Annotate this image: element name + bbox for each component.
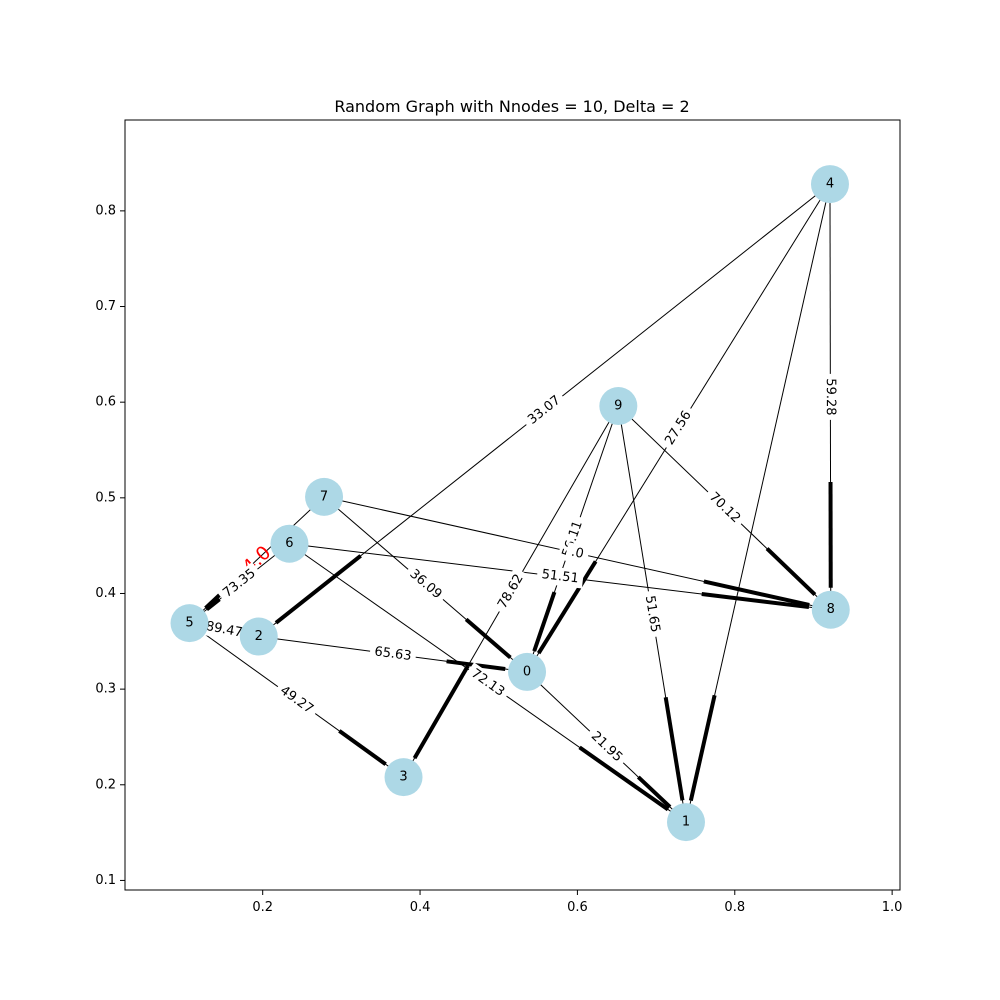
edge-weight-label: 89.47	[204, 619, 243, 641]
node-7: 7	[305, 477, 344, 516]
node-label: 4	[826, 177, 834, 192]
node-label: 1	[682, 815, 690, 830]
node-label: 7	[320, 489, 328, 504]
edge-weight-label: .0	[570, 545, 585, 562]
edge-label-2-0: 65.63	[368, 642, 417, 667]
y-tick-label: 0.4	[95, 586, 116, 601]
edge-4-1	[685, 183, 831, 823]
node-label: 3	[399, 770, 407, 785]
node-2: 2	[239, 617, 278, 656]
node-9: 9	[599, 387, 638, 425]
y-tick-label: 0.6	[95, 395, 116, 410]
edge-weight-label: 51.51	[541, 567, 580, 586]
chart-title: Random Graph with Nnodes = 10, Delta = 2	[334, 97, 689, 116]
node-label: 0	[523, 664, 531, 679]
edge-weight-label: 59.28	[823, 378, 838, 415]
node-label: 5	[185, 616, 193, 631]
node-label: 8	[827, 602, 835, 617]
node-8: 8	[811, 590, 850, 629]
node-label: 6	[285, 536, 293, 551]
x-tick-label: 0.8	[724, 900, 745, 915]
edge-label-5-2: 89.47	[199, 616, 249, 644]
x-tick-label: 0.6	[567, 900, 588, 915]
edge-label-6-8: 51.51	[536, 565, 585, 589]
node-label: 2	[255, 629, 263, 644]
axes-layer: 0.2 0.4 0.6 0.8 1.00.10.20.30.40.50.60.70.8	[95, 203, 902, 915]
x-tick-label: 0.2	[252, 900, 273, 915]
y-tick-label: 0.2	[95, 777, 116, 792]
y-tick-label: 0.7	[95, 299, 116, 314]
node-1: 1	[666, 803, 705, 842]
y-tick-label: 0.8	[95, 203, 116, 218]
x-tick-label: 1.0	[882, 900, 903, 915]
node-0: 0	[508, 652, 547, 691]
node-3: 3	[384, 758, 423, 797]
node-4: 4	[810, 165, 849, 204]
plot-frame	[124, 119, 901, 891]
edge-label-4-8: 59.28	[821, 373, 840, 420]
edge-label-7-8: .0	[564, 542, 591, 565]
node-label: 9	[614, 399, 622, 414]
edge-weight-label: 65.63	[373, 644, 412, 664]
node-6: 6	[270, 524, 309, 563]
edge-weight-label: 51.65	[642, 594, 663, 633]
y-tick-label: 0.3	[95, 682, 116, 697]
x-tick-label: 0.4	[410, 900, 431, 915]
edge-label-9-1: 51.65	[639, 589, 665, 639]
nodes-layer: 0 1 2 3 4 5 6 7 8 9	[170, 165, 850, 842]
y-tick-label: 0.5	[95, 490, 116, 505]
y-tick-label: 0.1	[95, 873, 116, 888]
node-5: 5	[170, 604, 209, 643]
